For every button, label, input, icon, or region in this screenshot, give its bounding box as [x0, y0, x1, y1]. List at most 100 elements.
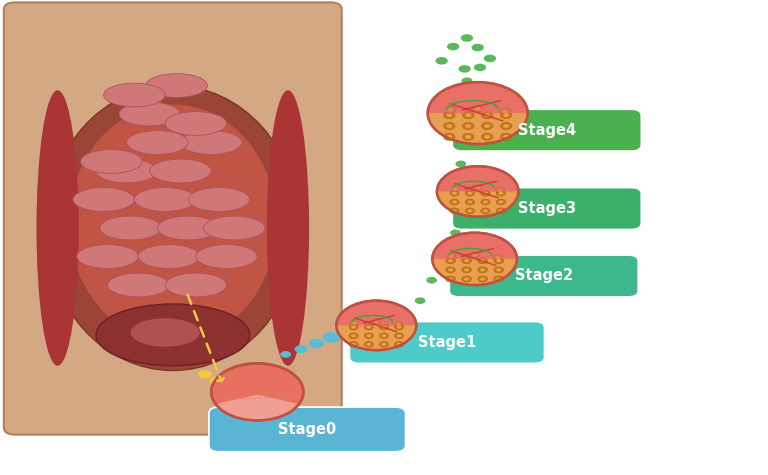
Circle shape [394, 321, 403, 327]
Circle shape [379, 333, 389, 339]
Ellipse shape [267, 90, 309, 366]
Circle shape [458, 65, 471, 73]
Circle shape [366, 334, 371, 337]
Circle shape [478, 258, 488, 264]
Ellipse shape [127, 131, 188, 154]
Circle shape [372, 319, 381, 324]
Circle shape [443, 123, 455, 130]
Circle shape [498, 200, 503, 203]
Ellipse shape [204, 216, 265, 240]
Circle shape [323, 332, 341, 343]
Circle shape [462, 133, 474, 141]
Circle shape [426, 277, 437, 284]
Ellipse shape [150, 159, 211, 183]
Ellipse shape [100, 216, 161, 240]
Circle shape [309, 339, 324, 348]
Ellipse shape [134, 188, 196, 211]
Circle shape [485, 124, 490, 128]
Circle shape [448, 259, 453, 262]
Ellipse shape [96, 304, 250, 366]
Circle shape [462, 258, 472, 264]
FancyBboxPatch shape [449, 255, 638, 297]
Circle shape [473, 185, 482, 190]
Circle shape [464, 277, 469, 281]
Circle shape [496, 190, 505, 196]
Circle shape [462, 267, 472, 273]
Circle shape [462, 123, 474, 130]
Circle shape [364, 333, 373, 339]
Circle shape [448, 268, 453, 271]
Circle shape [374, 320, 379, 323]
Wedge shape [438, 167, 518, 191]
Circle shape [501, 123, 512, 130]
Ellipse shape [73, 188, 134, 211]
Ellipse shape [46, 86, 300, 371]
Circle shape [496, 208, 505, 214]
Circle shape [465, 199, 475, 205]
Circle shape [483, 209, 488, 212]
Circle shape [221, 383, 235, 391]
Circle shape [478, 276, 488, 282]
Circle shape [349, 333, 358, 339]
Circle shape [470, 252, 479, 258]
Ellipse shape [165, 112, 227, 135]
Circle shape [351, 334, 356, 337]
Circle shape [468, 192, 472, 195]
Circle shape [494, 267, 504, 273]
Text: Stage3: Stage3 [518, 201, 576, 216]
Ellipse shape [104, 83, 165, 107]
Circle shape [481, 190, 490, 196]
Circle shape [464, 268, 469, 271]
Circle shape [395, 333, 404, 339]
Ellipse shape [180, 131, 242, 154]
Circle shape [395, 342, 404, 347]
Wedge shape [337, 301, 415, 325]
Wedge shape [337, 325, 415, 350]
Wedge shape [217, 395, 297, 421]
Circle shape [453, 188, 458, 190]
Circle shape [336, 301, 416, 350]
Circle shape [443, 112, 455, 119]
Circle shape [446, 135, 452, 139]
Circle shape [349, 320, 359, 326]
Circle shape [351, 343, 356, 346]
Circle shape [481, 199, 490, 205]
Circle shape [480, 259, 485, 262]
Circle shape [485, 135, 490, 139]
Circle shape [446, 253, 456, 259]
Circle shape [498, 192, 503, 195]
Circle shape [472, 105, 483, 112]
Circle shape [437, 166, 518, 217]
Circle shape [382, 326, 386, 329]
Circle shape [432, 233, 517, 285]
Circle shape [484, 55, 496, 62]
Ellipse shape [119, 102, 180, 126]
FancyBboxPatch shape [4, 2, 342, 435]
Circle shape [397, 343, 402, 346]
Wedge shape [433, 259, 516, 285]
Circle shape [448, 277, 453, 281]
FancyBboxPatch shape [349, 322, 545, 363]
Circle shape [496, 268, 502, 271]
Circle shape [366, 343, 371, 346]
Circle shape [462, 112, 474, 119]
Circle shape [482, 123, 493, 130]
Circle shape [450, 199, 459, 205]
Circle shape [468, 209, 472, 212]
Circle shape [462, 139, 472, 146]
Circle shape [495, 256, 500, 259]
Circle shape [496, 259, 502, 262]
Ellipse shape [77, 245, 138, 268]
Circle shape [415, 297, 425, 304]
Circle shape [494, 276, 504, 282]
Text: Stage2: Stage2 [515, 268, 573, 284]
Ellipse shape [157, 216, 219, 240]
Circle shape [462, 77, 472, 84]
Circle shape [352, 322, 356, 324]
Circle shape [482, 112, 493, 119]
Circle shape [451, 186, 460, 192]
Circle shape [447, 43, 459, 50]
Circle shape [481, 208, 490, 214]
Circle shape [198, 370, 212, 379]
Circle shape [501, 133, 512, 141]
